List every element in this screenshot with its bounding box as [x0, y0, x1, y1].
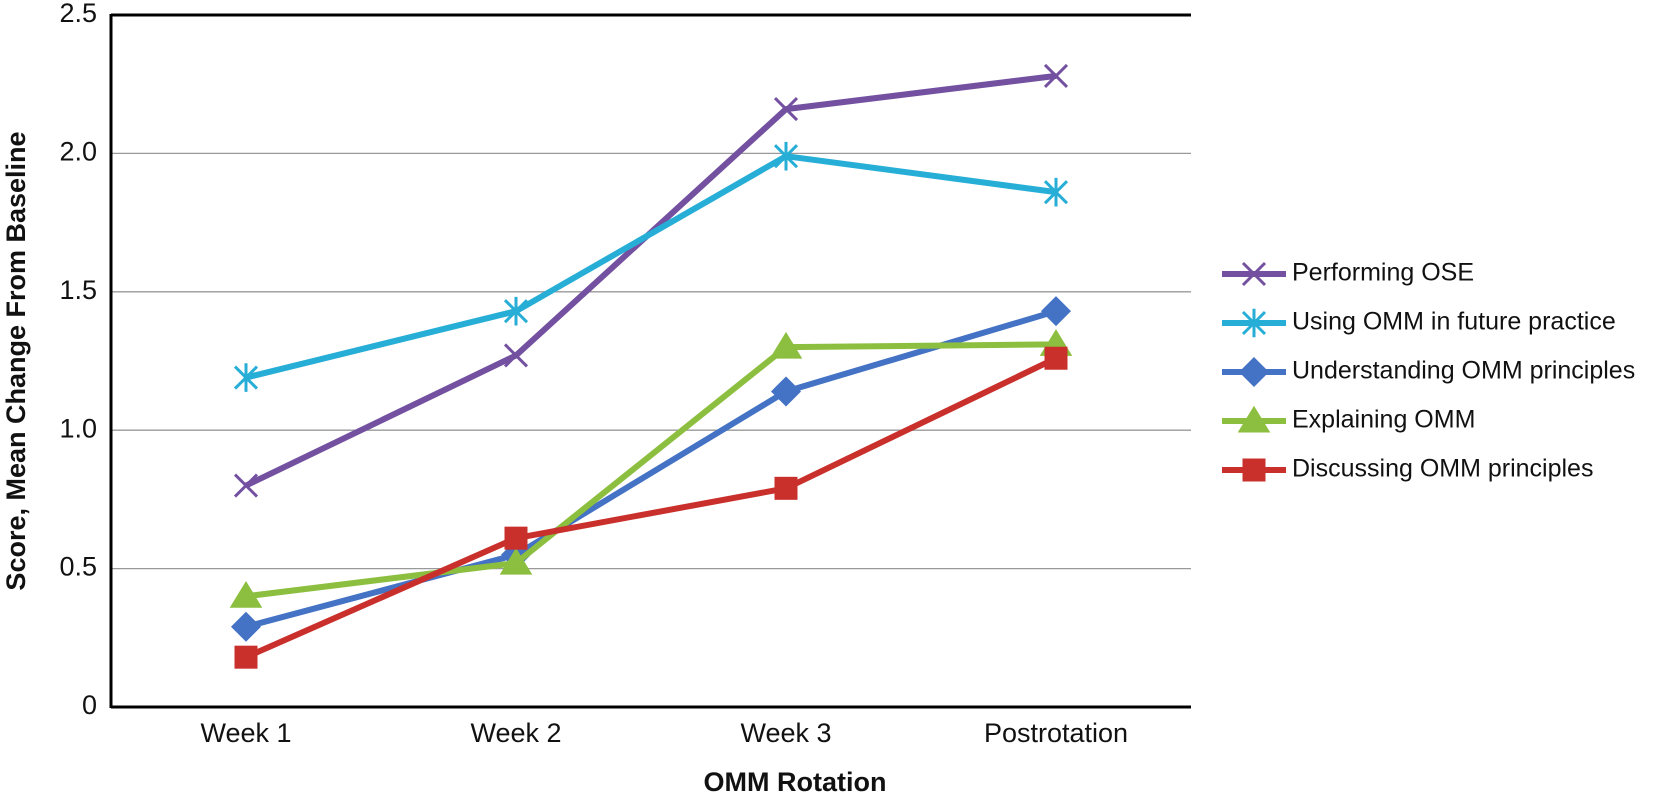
y-tick-label: 2.5: [59, 0, 97, 28]
legend-marker: [1242, 458, 1266, 482]
x-tick-label: Week 3: [740, 718, 831, 748]
legend-marker: [1241, 261, 1267, 287]
marker: [1040, 296, 1072, 327]
legend-marker: [1237, 405, 1271, 433]
legend-marker: [1238, 356, 1270, 388]
series-line: [244, 72, 1057, 489]
series-line: [245, 308, 1057, 630]
y-tick-label: 2.0: [59, 137, 97, 167]
y-tick-label: 0: [82, 690, 97, 720]
y-tick-label: 0.5: [59, 552, 97, 582]
marker: [770, 376, 802, 407]
marker: [769, 331, 803, 359]
marker: [233, 363, 259, 392]
x-tick-label: Postrotation: [984, 718, 1128, 748]
x-axis-title: OMM Rotation: [704, 767, 887, 797]
marker: [234, 645, 258, 669]
marker: [774, 476, 798, 500]
legend-label: Explaining OMM: [1292, 406, 1475, 434]
marker: [499, 547, 533, 575]
marker: [773, 141, 799, 171]
series-line: [245, 341, 1057, 600]
y-axis-title: Score, Mean Change From Baseline: [1, 131, 31, 590]
legend-label: Discussing OMM principles: [1292, 455, 1593, 483]
series-line: [244, 355, 1058, 660]
legend-label: Using OMM in future practice: [1292, 308, 1616, 336]
legend-marker: [1241, 308, 1267, 338]
series-line: [245, 153, 1057, 381]
marker: [503, 296, 529, 326]
marker: [229, 581, 263, 608]
marker: [773, 97, 799, 122]
y-tick-label: 1.5: [59, 275, 97, 305]
x-tick-label: Week 2: [470, 718, 561, 748]
marker: [233, 473, 259, 498]
legend-label: Performing OSE: [1292, 259, 1474, 287]
x-tick-label: Week 1: [200, 718, 291, 748]
marker: [230, 611, 262, 642]
marker: [1044, 346, 1068, 370]
marker: [1043, 63, 1069, 88]
legend-label: Understanding OMM principles: [1292, 357, 1635, 385]
y-tick-label: 1.0: [59, 413, 97, 443]
marker: [504, 526, 528, 550]
marker: [503, 343, 529, 368]
marker: [1043, 177, 1069, 207]
